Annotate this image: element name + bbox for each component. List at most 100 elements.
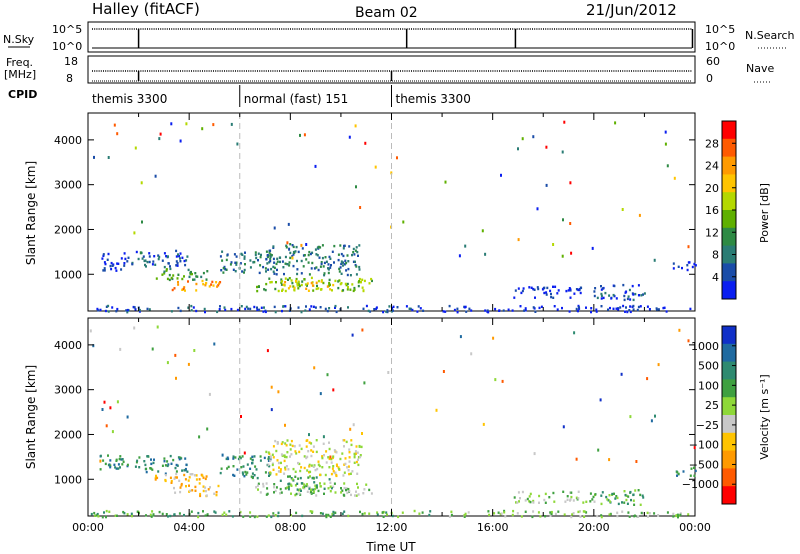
data-cell bbox=[321, 256, 324, 260]
data-cell bbox=[266, 262, 269, 265]
data-cell bbox=[348, 472, 351, 476]
data-cell bbox=[364, 141, 367, 145]
data-cell bbox=[328, 307, 331, 310]
data-cell bbox=[287, 482, 290, 486]
data-cell bbox=[323, 487, 326, 490]
data-cell bbox=[549, 511, 552, 514]
data-cell bbox=[602, 296, 605, 300]
data-cell bbox=[396, 306, 399, 309]
data-cell bbox=[154, 476, 157, 480]
data-cell bbox=[355, 273, 358, 276]
data-cell bbox=[493, 512, 496, 515]
data-cell bbox=[349, 472, 352, 475]
data-cell bbox=[189, 489, 192, 492]
data-cell bbox=[284, 423, 286, 427]
data-cell bbox=[229, 263, 232, 266]
data-cell bbox=[303, 483, 306, 486]
data-cell bbox=[255, 468, 258, 471]
data-cell bbox=[511, 513, 514, 517]
data-cell bbox=[629, 490, 632, 494]
data-cell bbox=[235, 261, 238, 264]
data-cell bbox=[296, 482, 299, 485]
data-cell bbox=[197, 511, 200, 515]
data-cell bbox=[314, 484, 317, 487]
data-cell bbox=[342, 474, 345, 477]
data-cell bbox=[319, 512, 322, 515]
data-cell bbox=[265, 482, 268, 485]
data-cell bbox=[578, 307, 581, 310]
data-cell bbox=[342, 247, 345, 250]
data-cell bbox=[220, 467, 223, 470]
data-cell bbox=[442, 310, 445, 313]
data-cell bbox=[343, 244, 346, 247]
data-cell bbox=[464, 244, 467, 248]
colorbar-tick-label: 25 bbox=[705, 399, 719, 412]
data-cell bbox=[226, 467, 229, 470]
data-cell bbox=[468, 307, 471, 310]
data-cell bbox=[242, 515, 245, 518]
data-cell bbox=[284, 466, 287, 469]
data-cell bbox=[351, 253, 353, 257]
data-cell bbox=[221, 259, 224, 262]
data-cell bbox=[306, 490, 309, 493]
data-cell bbox=[327, 267, 329, 270]
freq-left-tick-top: 18 bbox=[64, 55, 78, 68]
data-cell bbox=[290, 514, 292, 517]
data-cell bbox=[693, 262, 696, 266]
data-cell bbox=[284, 289, 287, 293]
data-cell bbox=[231, 515, 234, 518]
data-cell bbox=[174, 491, 177, 494]
data-cell bbox=[185, 259, 188, 262]
data-cell bbox=[270, 280, 273, 284]
data-cell bbox=[268, 251, 271, 254]
data-cell bbox=[532, 306, 535, 309]
data-cell bbox=[202, 510, 204, 513]
data-cell bbox=[280, 281, 283, 284]
data-cell bbox=[303, 466, 306, 470]
data-cell bbox=[329, 288, 332, 291]
data-cell bbox=[279, 479, 282, 482]
data-cell bbox=[351, 333, 354, 337]
data-cell bbox=[340, 491, 343, 494]
data-cell bbox=[283, 472, 286, 475]
data-cell bbox=[103, 511, 105, 514]
data-cell bbox=[319, 473, 321, 477]
data-cell bbox=[250, 475, 253, 478]
data-cell bbox=[334, 511, 337, 514]
data-cell bbox=[289, 251, 292, 255]
data-cell bbox=[308, 487, 311, 490]
data-cell bbox=[163, 457, 166, 460]
data-cell bbox=[577, 309, 579, 313]
data-cell bbox=[358, 268, 361, 271]
data-cell bbox=[288, 247, 291, 251]
data-cell bbox=[256, 308, 259, 312]
data-cell bbox=[300, 259, 303, 263]
data-cell bbox=[310, 281, 313, 285]
data-cell bbox=[93, 155, 95, 159]
data-cell bbox=[207, 488, 210, 491]
data-cell bbox=[375, 306, 378, 309]
data-cell bbox=[102, 459, 105, 462]
data-cell bbox=[226, 253, 229, 256]
data-cell bbox=[376, 513, 379, 516]
data-cell bbox=[309, 510, 312, 513]
data-cell bbox=[507, 308, 510, 311]
data-cell bbox=[187, 362, 190, 366]
data-cell bbox=[147, 455, 149, 458]
data-cell bbox=[396, 156, 398, 160]
data-cell bbox=[450, 510, 453, 513]
data-cell bbox=[282, 283, 285, 286]
data-cell bbox=[308, 465, 311, 468]
data-cell bbox=[205, 281, 208, 285]
y-tick-label: 1000 bbox=[54, 473, 82, 486]
data-cell bbox=[148, 308, 151, 311]
data-cell bbox=[562, 218, 564, 222]
data-cell bbox=[386, 310, 389, 314]
data-cell bbox=[123, 252, 126, 255]
data-cell bbox=[177, 306, 180, 310]
data-cell bbox=[264, 471, 267, 474]
data-cell bbox=[579, 286, 582, 289]
data-cell bbox=[153, 458, 155, 461]
data-cell bbox=[361, 328, 364, 332]
x-tick-label: 12:00 bbox=[376, 521, 408, 534]
